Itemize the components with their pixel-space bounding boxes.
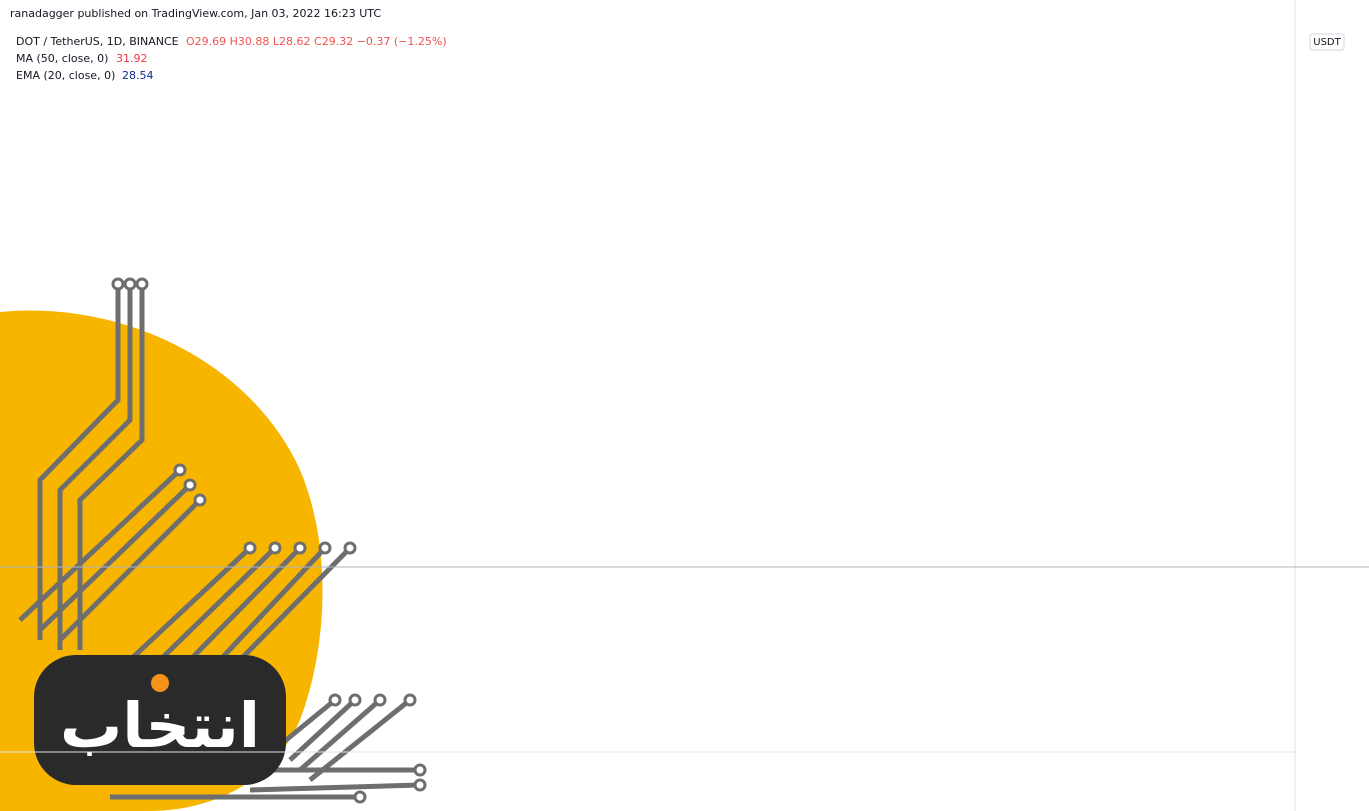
watermark: انتخاب [60,689,260,762]
symbol-title: DOT / TetherUS, 1D, BINANCE [16,35,179,48]
publisher: ranadagger published on TradingView.com,… [10,7,381,20]
logo-coin [151,674,169,692]
ema-legend-value: 28.54 [122,69,154,82]
currency: USDT [1313,37,1341,48]
ema-legend: EMA (20, close, 0) [16,69,115,82]
circuit-nodes [111,277,427,804]
ma-legend: MA (50, close, 0) [16,52,108,65]
ma-legend-value: 31.92 [116,52,148,65]
ohlc: O29.69 H30.88 L28.62 C29.32 −0.37 (−1.25… [186,35,447,48]
currency-box [1309,33,1345,51]
axis-panel [1295,0,1369,811]
